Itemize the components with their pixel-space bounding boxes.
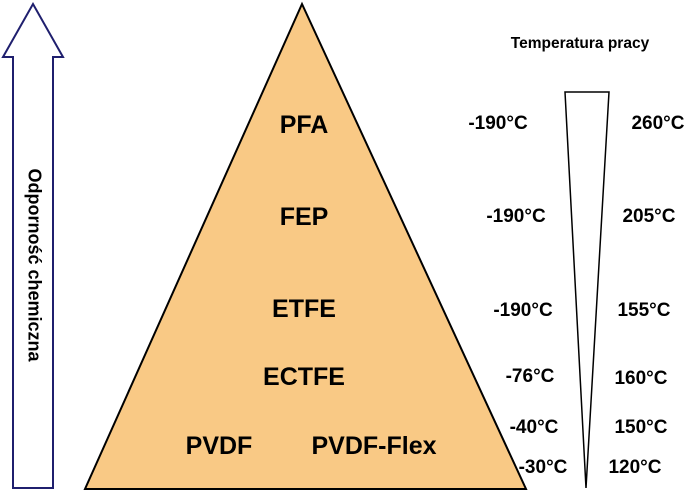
min-temp-pvdf-flex: -30°C <box>519 457 568 478</box>
material-label-pfa: PFA <box>280 111 329 139</box>
max-temp-pfa: 260°C <box>631 113 684 134</box>
min-temp-pfa: -190°C <box>468 113 528 134</box>
chemical-resistance-arrow <box>1 1 65 489</box>
material-label-pvdf: PVDF <box>186 432 253 460</box>
resistance-pyramid <box>83 1 528 490</box>
max-temp-pvdf: 150°C <box>614 417 667 438</box>
arrow-label: Odporność chemiczna <box>24 168 44 362</box>
max-temp-etfe: 155°C <box>617 300 670 321</box>
material-label-etfe: ETFE <box>272 295 336 323</box>
max-temp-pvdf-flex: 120°C <box>608 457 661 478</box>
min-temp-pvdf: -40°C <box>510 417 559 438</box>
material-label-pvdf-flex: PVDF-Flex <box>311 432 436 460</box>
temperature-header: Temperatura pracy <box>511 35 650 52</box>
material-label-ectfe: ECTFE <box>263 363 345 391</box>
temperature-wedge <box>564 91 610 489</box>
max-temp-fep: 205°C <box>622 206 675 227</box>
min-temp-fep: -190°C <box>486 206 546 227</box>
min-temp-ectfe: -76°C <box>506 366 555 387</box>
material-label-fep: FEP <box>280 203 329 231</box>
min-temp-etfe: -190°C <box>493 300 553 321</box>
max-temp-ectfe: 160°C <box>614 368 667 389</box>
